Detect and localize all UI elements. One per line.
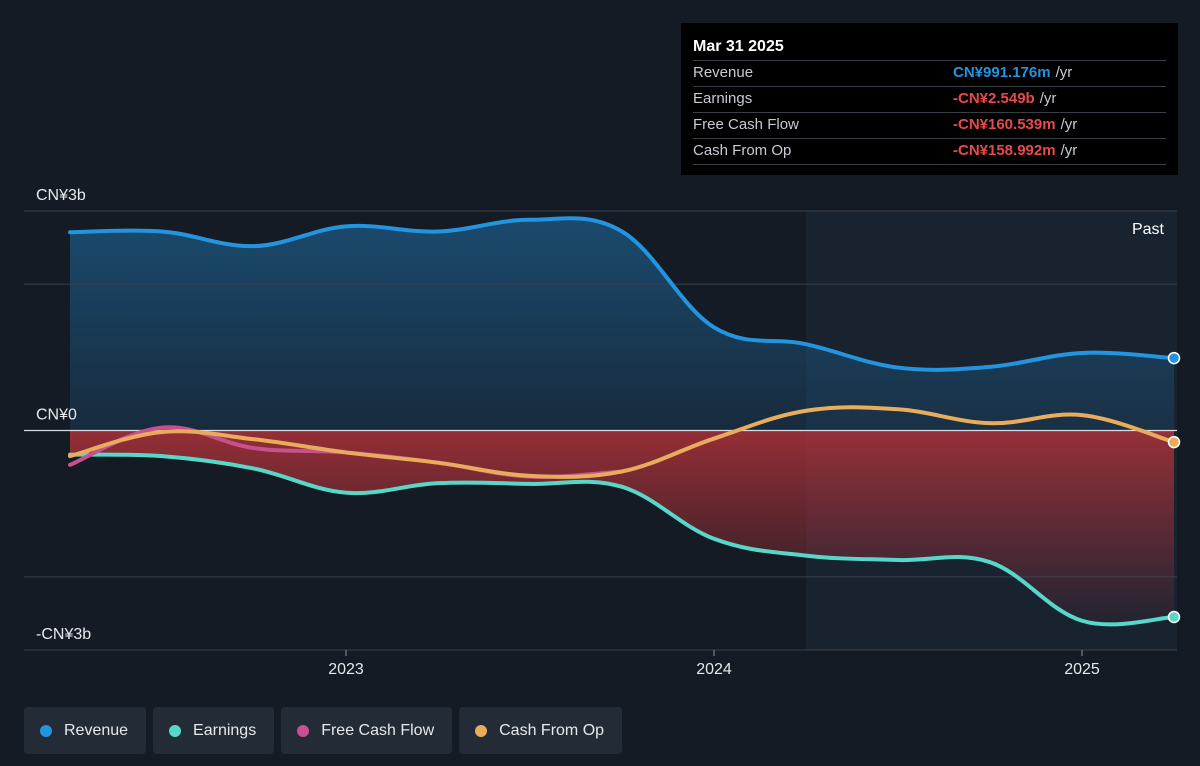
tooltip-row-earnings: Earnings -CN¥2.549b /yr bbox=[693, 86, 1166, 112]
past-label: Past bbox=[1132, 221, 1165, 238]
legend: Revenue Earnings Free Cash Flow Cash Fro… bbox=[24, 707, 623, 754]
y-tick-label: CN¥3b bbox=[36, 187, 86, 204]
cash-from-op-line bbox=[68, 405, 1176, 479]
y-tick-label: CN¥0 bbox=[36, 407, 77, 424]
earnings-area bbox=[70, 430, 1174, 625]
legend-label: Cash From Op bbox=[499, 721, 605, 739]
tooltip-value: -CN¥2.549b bbox=[953, 90, 1035, 107]
tooltip-unit: /yr bbox=[1055, 64, 1073, 81]
x-tick-label: 2025 bbox=[1064, 661, 1100, 678]
earnings-end-point bbox=[1167, 610, 1181, 624]
tooltip-unit: /yr bbox=[1060, 116, 1078, 133]
legend-dot-icon bbox=[475, 724, 488, 737]
legend-dot-icon bbox=[169, 724, 182, 737]
revenue-area bbox=[70, 218, 1174, 431]
tooltip-row-free-cash-flow: Free Cash Flow -CN¥160.539m /yr bbox=[693, 112, 1166, 138]
tooltip-date: Mar 31 2025 bbox=[693, 38, 784, 55]
legend-dot-icon bbox=[297, 724, 310, 737]
tooltip-value: -CN¥160.539m bbox=[953, 116, 1056, 133]
legend-dot-icon bbox=[40, 724, 52, 737]
tooltip-label: Cash From Op bbox=[693, 142, 792, 159]
tooltip-row-cash-from-op: Cash From Op -CN¥158.992m /yr bbox=[693, 138, 1166, 165]
earnings-line bbox=[68, 452, 1176, 627]
tooltip-label: Earnings bbox=[693, 90, 753, 107]
legend-label: Free Cash Flow bbox=[321, 721, 435, 739]
tooltip-unit: /yr bbox=[1060, 142, 1078, 159]
legend-label: Earnings bbox=[193, 721, 257, 739]
tooltip-value: CN¥991.176m bbox=[953, 64, 1051, 81]
legend-item-earnings[interactable]: Earnings bbox=[153, 707, 275, 754]
legend-label: Revenue bbox=[64, 721, 129, 739]
legend-item-revenue[interactable]: Revenue bbox=[24, 707, 147, 754]
legend-item-cash-from-op[interactable]: Cash From Op bbox=[459, 707, 623, 754]
legend-item-free-cash-flow[interactable]: Free Cash Flow bbox=[281, 707, 453, 754]
tooltip-row-revenue: Revenue CN¥991.176m /yr bbox=[693, 60, 1166, 86]
revenue-end-point bbox=[1167, 351, 1181, 365]
revenue-line bbox=[68, 216, 1176, 372]
tooltip-unit: /yr bbox=[1039, 90, 1057, 107]
tooltip-label: Revenue bbox=[693, 64, 754, 81]
x-tick-label: 2024 bbox=[696, 661, 732, 678]
y-tick-label: -CN¥3b bbox=[36, 626, 91, 643]
tooltip: Mar 31 2025 Revenue CN¥991.176m /yr Earn… bbox=[681, 23, 1178, 175]
x-tick-label: 2023 bbox=[328, 661, 364, 678]
tooltip-label: Free Cash Flow bbox=[693, 116, 799, 133]
cash-from-op-end-point bbox=[1167, 435, 1181, 449]
tooltip-value: -CN¥158.992m bbox=[953, 142, 1056, 159]
